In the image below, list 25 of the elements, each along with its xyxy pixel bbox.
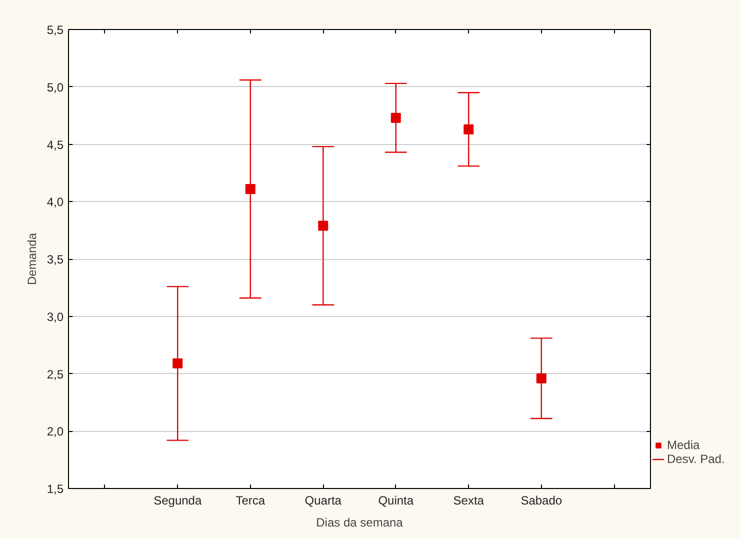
y-tick-label: 3,5 [46, 252, 64, 266]
x-tick-label: Segunda [154, 494, 202, 508]
y-tick-label: 5,0 [46, 80, 64, 94]
point [390, 112, 401, 123]
point [245, 184, 256, 194]
legend-label: Media [667, 438, 700, 452]
point [318, 220, 328, 231]
x-tick-label: Quinta [378, 494, 414, 508]
y-tick-label: 1,5 [46, 482, 64, 496]
y-tick-label: 4,0 [46, 195, 64, 210]
point [536, 373, 546, 384]
x-axis-title: Dias da semana [316, 516, 404, 530]
y-tick-label: 4,5 [46, 138, 64, 152]
x-tick-label: Sabado [520, 494, 562, 508]
text: Desv. Pad. [667, 452, 725, 466]
y-tick-label: 2,5 [46, 367, 64, 382]
y-tick-label: 2,0 [46, 424, 64, 439]
y-tick-label: 5,5 [46, 23, 64, 37]
y-axis-title: Demanda [24, 232, 39, 286]
x-tick-label: Terca [236, 494, 266, 508]
x-tick-label: Sexta [453, 494, 484, 508]
y-tick-label: 3,0 [46, 310, 64, 324]
point [464, 124, 474, 134]
x-tick-label: Quarta [304, 494, 342, 508]
point [172, 358, 183, 368]
